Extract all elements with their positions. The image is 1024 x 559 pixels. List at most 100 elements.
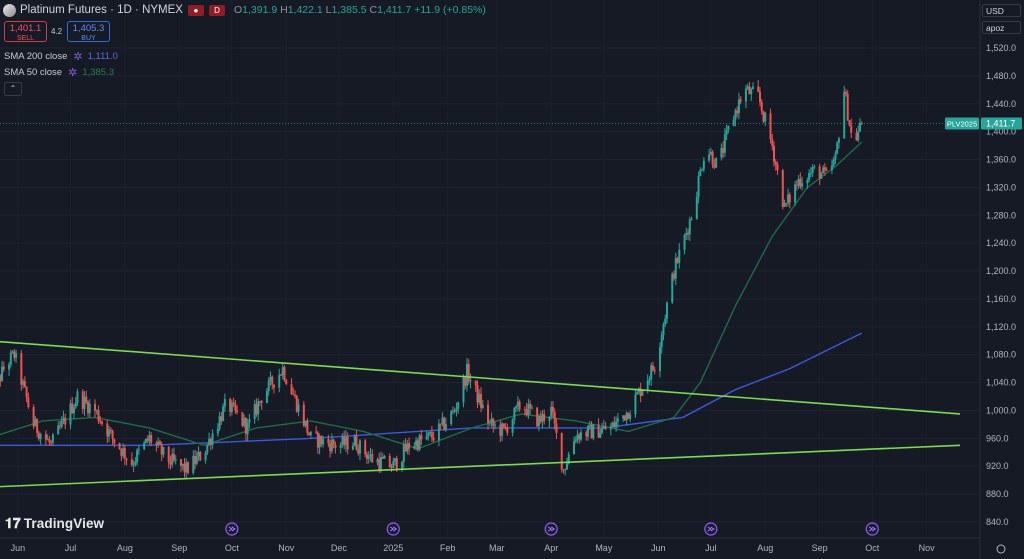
candle-body — [757, 86, 760, 92]
candle-body — [518, 401, 521, 410]
candle-body — [364, 440, 367, 455]
candle-body — [255, 404, 258, 415]
candle-body — [267, 380, 270, 392]
unit-selector[interactable]: apoz — [982, 21, 1021, 34]
candle-body — [736, 110, 739, 114]
candle-body — [751, 86, 754, 89]
candle-body — [113, 438, 116, 444]
candle-body — [97, 410, 100, 421]
symbol-title[interactable]: Platinum Futures · 1D · NYMEX — [20, 4, 183, 16]
candle-body — [280, 374, 283, 376]
candle-body — [248, 419, 251, 423]
candle-body — [494, 424, 497, 426]
time-tick-label: Nov — [278, 543, 295, 553]
candle-body — [244, 417, 247, 435]
price-tick-label: 1,440.0 — [986, 99, 1016, 109]
event-marker-icon[interactable] — [704, 522, 718, 536]
price-tick-label: 1,320.0 — [986, 182, 1016, 192]
chevron-up-icon[interactable]: ⌃ — [4, 82, 22, 96]
sma-50-line — [0, 141, 863, 450]
candle-body — [543, 413, 546, 422]
tradingview-icon: 𝟏𝟕 — [5, 515, 21, 531]
time-axis[interactable]: Jun Jul Aug Sep Oct Nov Dec 2025 Feb Mar Apr May Jun… — [0, 537, 1006, 554]
candle-body — [81, 391, 84, 409]
sell-button[interactable]: 1,401.1 SELL — [4, 21, 47, 42]
candle-body — [488, 422, 491, 424]
candle-body — [429, 432, 432, 434]
price-tick-label: 1,280.0 — [986, 210, 1016, 220]
candle-body — [241, 412, 244, 426]
event-marker-icon[interactable] — [544, 522, 558, 536]
event-marker-icon[interactable] — [865, 522, 879, 536]
candle-body — [609, 426, 612, 430]
candle-body — [506, 427, 509, 433]
candle-body — [218, 416, 221, 429]
candle-body — [567, 454, 570, 464]
candle-body — [616, 418, 619, 422]
candle-body — [365, 454, 368, 459]
candle-body — [588, 424, 591, 427]
event-marker-icon[interactable] — [225, 522, 239, 536]
candle-body — [701, 169, 704, 171]
candle-body — [408, 442, 411, 449]
candle-body — [474, 380, 477, 386]
candle-body — [95, 410, 98, 412]
candle-body — [185, 462, 188, 473]
candle-body — [306, 420, 309, 433]
candle-body — [499, 424, 502, 436]
price-tick-label: 960.0 — [986, 433, 1009, 443]
event-marker-icon[interactable] — [386, 522, 400, 536]
candle-body — [592, 424, 595, 439]
candle-body — [664, 318, 667, 325]
candle-body — [530, 407, 533, 409]
time-tick-label: Feb — [440, 543, 456, 553]
price-tick-label: 1,200.0 — [986, 266, 1016, 276]
candle-body — [665, 302, 668, 319]
candle-body — [734, 110, 737, 120]
candle-body — [155, 443, 158, 446]
candle-body — [71, 403, 74, 414]
candle-body — [420, 435, 423, 440]
candle-body — [302, 404, 305, 426]
candle-body — [357, 449, 360, 454]
sma-50-path — [0, 141, 863, 450]
candle-body — [192, 455, 195, 473]
candle-body — [564, 469, 567, 471]
trendline[interactable] — [0, 340, 961, 415]
buy-button[interactable]: 1,405.3 BUY — [67, 21, 110, 42]
candle-body — [74, 402, 77, 408]
candle-body — [450, 411, 453, 425]
candle-body — [390, 467, 393, 469]
candle-body — [322, 439, 325, 445]
delayed-badge[interactable]: D — [208, 4, 225, 16]
candle-body — [550, 406, 553, 417]
candle-body — [278, 374, 281, 388]
trendlines[interactable] — [0, 340, 961, 488]
candle-body — [355, 436, 358, 450]
price-tick-label: 1,160.0 — [986, 294, 1016, 304]
candle-body — [439, 423, 442, 425]
buy-label: BUY — [81, 35, 96, 42]
candle-body — [369, 454, 372, 457]
price-tick-label: 1,480.0 — [986, 71, 1016, 81]
price-axis[interactable]: 1,520.0 1,480.0 1,440.0 1,400.0 1,360.0 1,320… — [979, 0, 1024, 559]
indicator-sma-200[interactable]: SMA 200 close ✲ 1,111.0 — [4, 51, 118, 63]
candle-body — [844, 91, 847, 94]
candle-body — [20, 353, 23, 385]
candle-body — [469, 380, 472, 382]
candle-body — [639, 388, 642, 396]
candle-body — [36, 419, 39, 433]
event-markers[interactable] — [225, 522, 879, 536]
trendline[interactable] — [0, 444, 961, 488]
currency-selector[interactable]: USD — [982, 4, 1021, 17]
indicator-sma-50[interactable]: SMA 50 close ✲ 1,385.3 — [4, 67, 115, 79]
candle-body — [109, 429, 112, 431]
time-tick-label: May — [595, 543, 613, 553]
candle-body — [809, 172, 812, 174]
candle-body — [246, 422, 249, 435]
market-status-icon[interactable]: ● — [187, 4, 204, 16]
candle-body — [467, 363, 470, 382]
settings-gear-icon[interactable] — [996, 544, 1006, 554]
candle-body — [69, 403, 72, 425]
